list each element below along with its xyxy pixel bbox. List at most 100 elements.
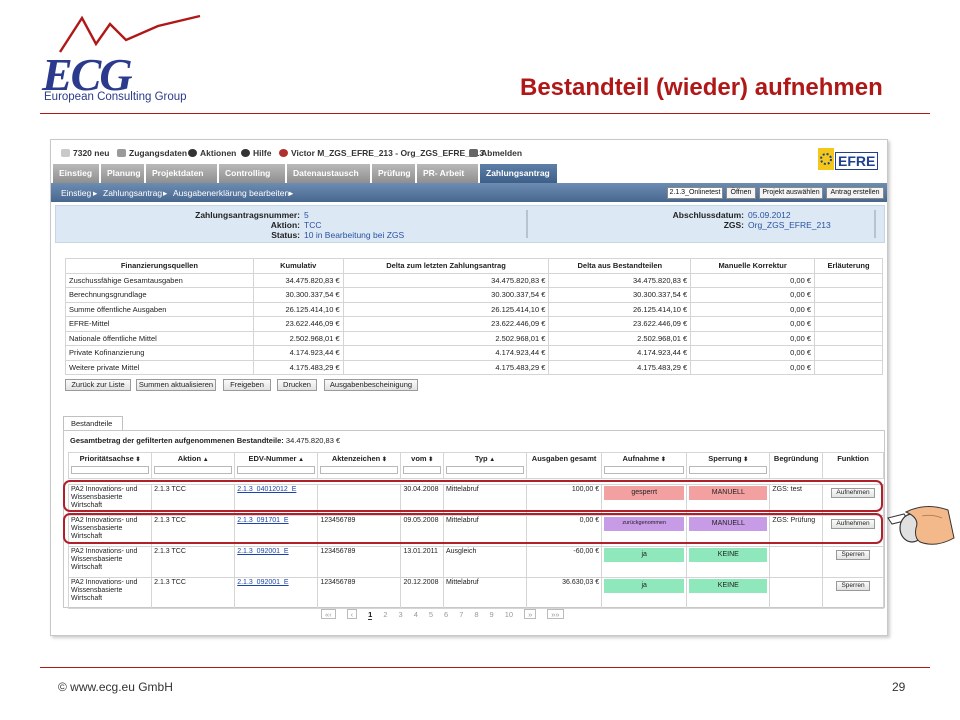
pager-page-link[interactable]: 3 (398, 610, 403, 619)
edv-link[interactable]: 2.1.3_092001_E (237, 548, 289, 555)
breadcrumb-zahlungsantrag[interactable]: Zahlungsantrag (103, 188, 163, 198)
user-link[interactable]: Victor M_ZGS_EFRE_213 - Org_ZGS_EFRE_213 (279, 148, 484, 158)
table-column-header[interactable]: Funktion (822, 452, 884, 479)
sort-icon[interactable]: ⬍ (426, 457, 434, 463)
messages-link[interactable]: 7320 neu (61, 148, 109, 158)
pager-page-link[interactable]: 6 (444, 610, 449, 619)
sort-icon[interactable]: ⬍ (741, 457, 749, 463)
finance-cell: 23.622.446,09 € (548, 316, 692, 332)
breadcrumb-ausgabenerklaerung[interactable]: Ausgabenerklärung bearbeiten (173, 188, 290, 198)
table-cell: ja (601, 546, 688, 578)
aktionen-link[interactable]: Aktionen (188, 148, 236, 158)
pager-page-link[interactable]: 1 (368, 610, 373, 620)
create-request-button[interactable]: Antrag erstellen (826, 187, 884, 199)
table-cell: Sperren (822, 577, 884, 609)
pager-page-link[interactable]: 4 (413, 610, 418, 619)
pager-last-button[interactable]: »» (547, 609, 564, 619)
column-filter-input[interactable] (446, 466, 525, 474)
sort-icon[interactable]: ▲ (296, 457, 305, 463)
hilfe-link[interactable]: Hilfe (241, 148, 271, 158)
print-button[interactable]: Drucken (277, 379, 317, 391)
tab-einstieg[interactable]: Einstieg (53, 164, 100, 183)
table-column-header[interactable]: Aktion ▲ (151, 452, 236, 479)
column-filter-input[interactable] (403, 466, 441, 474)
aufnehmen-button[interactable]: Aufnehmen (831, 488, 875, 498)
zugangsdaten-link[interactable]: Zugangsdaten (117, 148, 187, 158)
back-to-list-button[interactable]: Zurück zur Liste (65, 379, 131, 391)
pager-page-link[interactable]: 8 (474, 610, 479, 619)
table-column-header[interactable]: Prioritätsachse ⬍ (67, 452, 153, 479)
table-cell: Sperren (822, 546, 884, 578)
pager-first-button[interactable]: «‹ (321, 609, 336, 619)
column-label: Aufnahme (622, 454, 660, 463)
tab-bestandteile[interactable]: Bestandteile (63, 416, 123, 431)
ausgaben-text: -60,00 € (573, 548, 600, 555)
nr-value: 5 (304, 210, 309, 220)
typ-text: Mittelabruf (446, 579, 479, 586)
finance-column-header: Delta aus Bestandteilen (548, 258, 692, 274)
breadcrumb-einstieg[interactable]: Einstieg (61, 188, 92, 198)
finance-cell: 4.174.923,44 € (252, 345, 344, 361)
pager-page-link[interactable]: 7 (459, 610, 464, 619)
select-project-button[interactable]: Projekt auswählen (759, 187, 823, 199)
sperren-button[interactable]: Sperren (836, 581, 870, 591)
sort-icon[interactable]: ▲ (201, 457, 209, 463)
column-filter-input[interactable] (154, 466, 233, 474)
tab-datenaustausch[interactable]: Datenaustausch (287, 164, 371, 183)
pager-page-link[interactable]: 5 (428, 610, 434, 619)
aufnehmen-button[interactable]: Aufnehmen (831, 519, 875, 529)
pager-next-button[interactable]: » (524, 609, 537, 619)
table-column-header[interactable]: Aktenzeichen ⬍ (317, 452, 402, 479)
table-cell: 2.1.3 TCC (151, 546, 236, 578)
edv-link[interactable]: 2.1.3_092001_E (237, 579, 289, 586)
sort-icon[interactable]: ⬍ (659, 457, 666, 463)
release-button[interactable]: Freigeben (223, 379, 271, 391)
pager-page-link[interactable]: 10 (504, 610, 514, 619)
aufnahme-status: ja (604, 579, 685, 593)
tab-controlling[interactable]: Controlling (219, 164, 286, 183)
column-filter-input[interactable] (71, 466, 150, 474)
column-filter-input[interactable] (604, 466, 685, 474)
finance-cell: Nationale öffentliche Mittel (65, 330, 254, 346)
tab-projektdaten[interactable]: Projektdaten (146, 164, 218, 183)
certificate-button[interactable]: Ausgabenbescheinigung (324, 379, 418, 391)
abmelden-link[interactable]: Abmelden (469, 148, 522, 158)
ausgaben-text: 0,00 € (579, 517, 600, 524)
table-column-header[interactable]: Typ ▲ (442, 452, 528, 479)
tab-zahlungsantrag[interactable]: Zahlungsantrag (480, 164, 558, 183)
finance-cell: 30.300.337,54 € (252, 287, 344, 303)
sort-icon[interactable]: ⬍ (133, 457, 141, 463)
pager-page-link[interactable]: 2 (383, 610, 388, 619)
finance-row: Summe öffentliche Ausgaben 26.125.414,10 … (65, 301, 883, 317)
edv-link[interactable]: 2.1.3_091701_E (237, 517, 289, 524)
tab-pr-arbeit[interactable]: PR- Arbeit (417, 164, 479, 183)
update-sums-button[interactable]: Summen aktualisieren (136, 379, 216, 391)
table-column-header[interactable]: Aufnahme ⬍ (601, 452, 688, 479)
pager-page-link[interactable]: 9 (489, 610, 494, 619)
finance-cell: Berechnungsgrundlage (65, 287, 254, 303)
finance-cell: 0,00 € (690, 272, 816, 288)
table-column-header[interactable]: Ausgaben gesamt (526, 452, 603, 479)
table-column-header[interactable]: EDV-Nummer ▲ (234, 452, 319, 479)
date-text: 09.05.2008 (403, 517, 439, 524)
finance-cell (814, 287, 883, 303)
finance-row: Zuschussfähige Gesamtausgaben 34.475.820,… (65, 272, 883, 288)
table-column-header[interactable]: Begründung (769, 452, 824, 479)
open-button[interactable]: Öffnen (726, 187, 756, 199)
column-filter-input[interactable] (237, 466, 316, 474)
tab-pruefung[interactable]: Prüfung (372, 164, 416, 183)
tab-planung[interactable]: Planung (101, 164, 145, 183)
column-filter-input[interactable] (689, 466, 768, 474)
version-field[interactable]: 2.1.3_Onlinetest (667, 187, 723, 199)
pager-prev-button[interactable]: ‹ (346, 609, 358, 619)
table-column-header[interactable]: vom ⬍ (400, 452, 444, 479)
sort-icon[interactable]: ⬍ (380, 457, 387, 463)
main-tabs: Einstieg Planung Projektdaten Controllin… (51, 164, 887, 183)
edv-link[interactable]: 2.1.3_04012012_E (237, 486, 297, 493)
sort-icon[interactable]: ▲ (487, 457, 496, 463)
sperren-button[interactable]: Sperren (836, 550, 870, 560)
column-filter-input[interactable] (320, 466, 399, 474)
table-column-header[interactable]: Sperrung ⬍ (686, 452, 771, 479)
table-row: PA2 Innovations- und Wissensbasierte Wir… (67, 546, 884, 578)
finance-cell: Zuschussfähige Gesamtausgaben (65, 272, 254, 288)
